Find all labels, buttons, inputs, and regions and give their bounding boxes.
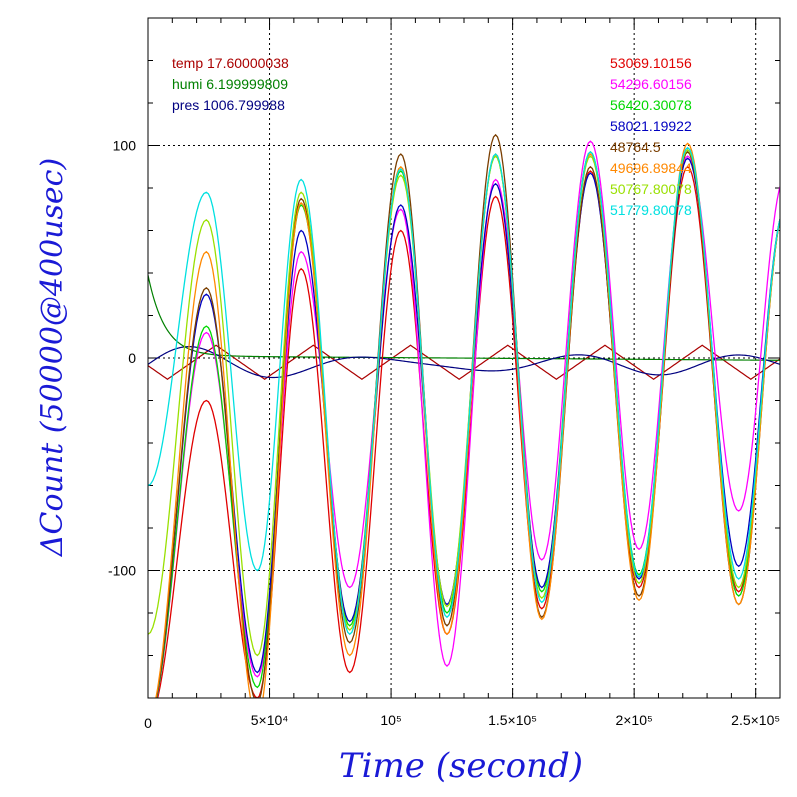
x-axis-title: Time (second) [339,746,583,786]
env-line-temp [148,344,780,380]
series-legend-entry: 48764.5 [610,139,661,155]
tick-labels: 0 5×10⁴ 10⁵ 1.5×10⁵ 2×10⁵ 2.5×10⁵ -100 0 100 [108,138,780,732]
x-tick-label: 2.5×10⁵ [731,712,780,728]
y-tick-label: -100 [108,563,136,579]
series-legend-entry: 53069.10156 [610,55,692,71]
series-legend-entry: 56420.30078 [610,97,692,113]
series-legend-entry: 49696.89844 [610,160,692,176]
env-legend-entry: temp 17.60000038 [172,55,289,71]
plot-frame [147,17,781,699]
series-legend-entry: 50767.80078 [610,181,692,197]
y-tick-label: 0 [128,350,136,366]
y-tick-label: 100 [113,138,137,154]
x-tick-label: 10⁵ [380,712,401,728]
series-legend-entry: 51779.80078 [610,202,692,218]
x-tick-label: 0 [144,715,152,731]
series-legend-entry: 54296.60156 [610,76,692,92]
legend: temp 17.60000038 humi 6.199999809 pres 100… [172,55,692,218]
env-legend-entry: humi 6.199999809 [172,76,288,92]
env-line-humi [148,275,780,361]
x-tick-label: 1.5×10⁵ [488,712,537,728]
env-legend-entry: pres 1006.799988 [172,97,285,113]
y-axis-title: ΔCount (50000@400usec) [35,158,70,557]
env-line-pres [148,346,780,379]
x-tick-label: 5×10⁴ [251,712,289,728]
series-legend-entry: 58021.19922 [610,118,692,134]
x-tick-label: 2×10⁵ [615,712,652,728]
series-group [148,133,780,698]
series-line-51779.80078 [148,146,780,636]
